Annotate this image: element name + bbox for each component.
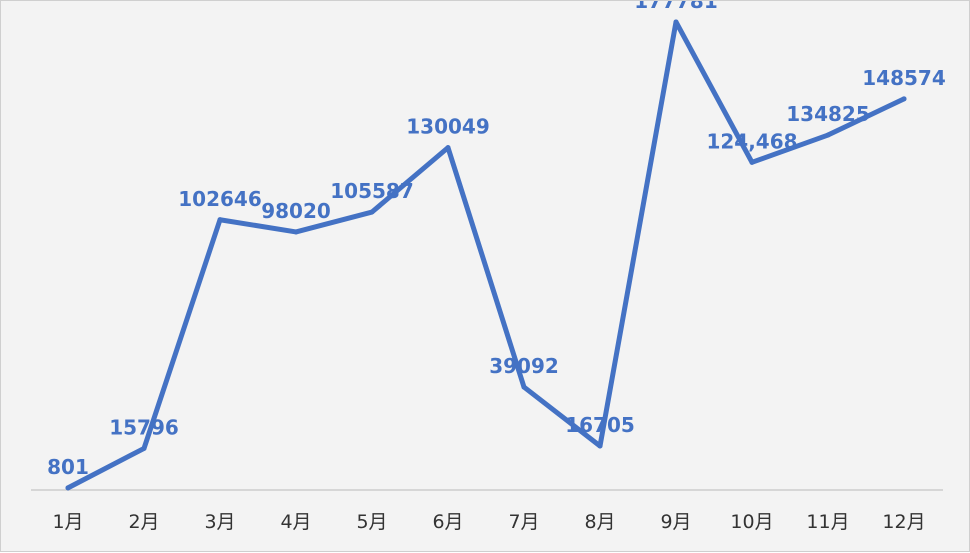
data-point xyxy=(521,384,527,390)
x-tick-label: 12月 xyxy=(882,511,925,533)
data-label: 801 xyxy=(47,455,89,479)
data-point xyxy=(825,132,831,138)
data-label: 102646 xyxy=(178,187,262,211)
x-tick-label: 11月 xyxy=(806,511,849,533)
x-tick-label: 6月 xyxy=(432,511,463,533)
x-tick-label: 10月 xyxy=(730,511,773,533)
x-tick-label: 9月 xyxy=(660,511,691,533)
data-point xyxy=(673,19,679,25)
data-point xyxy=(901,96,907,102)
x-tick-label: 4月 xyxy=(280,511,311,533)
x-tick-label: 3月 xyxy=(204,511,235,533)
data-label: 39092 xyxy=(489,354,559,378)
x-tick-label: 8月 xyxy=(584,511,615,533)
data-point xyxy=(293,229,299,235)
data-label: 130049 xyxy=(406,115,490,139)
data-point xyxy=(445,145,451,151)
data-label: 15796 xyxy=(109,415,179,439)
x-tick-label: 5月 xyxy=(356,511,387,533)
data-label: 124,468 xyxy=(706,129,797,153)
data-point xyxy=(749,159,755,165)
series-line xyxy=(65,19,907,491)
data-point xyxy=(597,443,603,449)
data-point xyxy=(141,445,147,451)
x-tick-label: 2月 xyxy=(128,511,159,533)
data-point xyxy=(217,217,223,223)
data-label: 98020 xyxy=(261,199,331,223)
data-point xyxy=(369,209,375,215)
data-label: 177781 xyxy=(634,1,718,13)
data-label: 134825 xyxy=(786,102,870,126)
data-point xyxy=(65,485,71,491)
x-tick-label: 7月 xyxy=(508,511,539,533)
data-label: 148574 xyxy=(862,66,946,90)
x-tick-label: 1月 xyxy=(52,511,83,533)
data-label: 16705 xyxy=(565,413,635,437)
data-label: 105587 xyxy=(330,179,414,203)
